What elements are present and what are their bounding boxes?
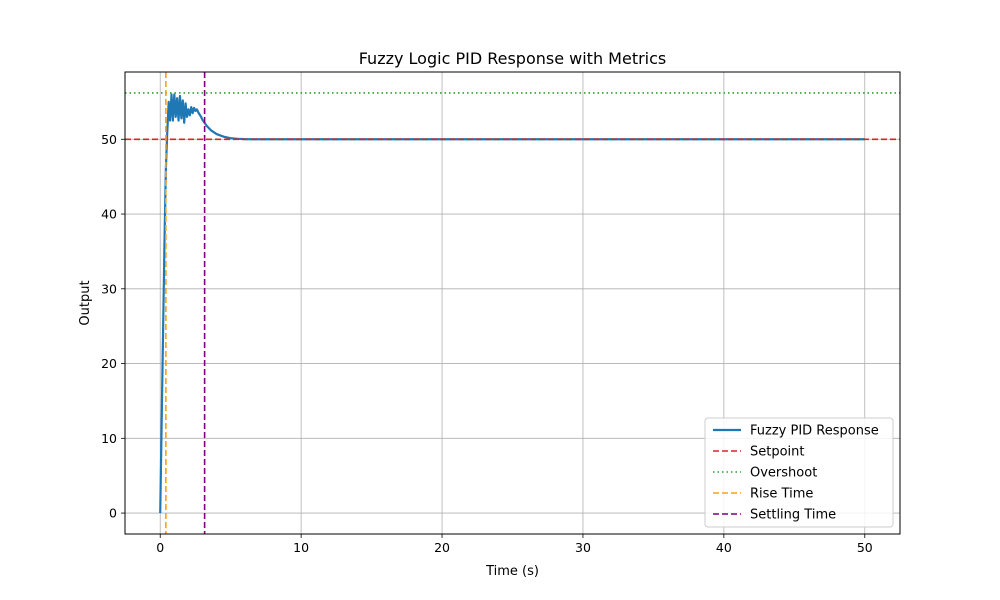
y-tick-label: 50: [101, 132, 117, 147]
y-tick-label: 40: [101, 207, 117, 222]
plot-frame: [124, 71, 901, 535]
legend-label: Settling Time: [750, 508, 836, 523]
x-tick-label: 40: [716, 540, 732, 555]
legend-label: Fuzzy PID Response: [750, 424, 879, 439]
y-tick-label: 30: [101, 281, 117, 296]
series-layer: [125, 72, 900, 534]
legend: Fuzzy PID Response Setpoint Overshoot Rise …: [704, 417, 894, 528]
y-axis-label: Output: [78, 280, 93, 325]
x-tick-label: 10: [293, 540, 309, 555]
x-tick-label: 0: [156, 540, 164, 555]
legend-label: Overshoot: [750, 466, 817, 481]
y-tick-label: 20: [101, 356, 117, 371]
x-tick-label: 50: [857, 540, 873, 555]
ticks: 0 10 20 30 40 50 0 10 20 30 40 50: [101, 132, 873, 555]
legend-label: Rise Time: [750, 487, 813, 502]
chart-title: Fuzzy Logic PID Response with Metrics: [359, 49, 667, 68]
y-tick-label: 10: [101, 431, 117, 446]
legend-box: [704, 417, 894, 528]
x-tick-label: 20: [434, 540, 450, 555]
legend-label: Setpoint: [750, 445, 805, 460]
x-axis-label: Time (s): [485, 564, 539, 579]
x-tick-label: 30: [575, 540, 591, 555]
y-tick-label: 0: [109, 506, 117, 521]
